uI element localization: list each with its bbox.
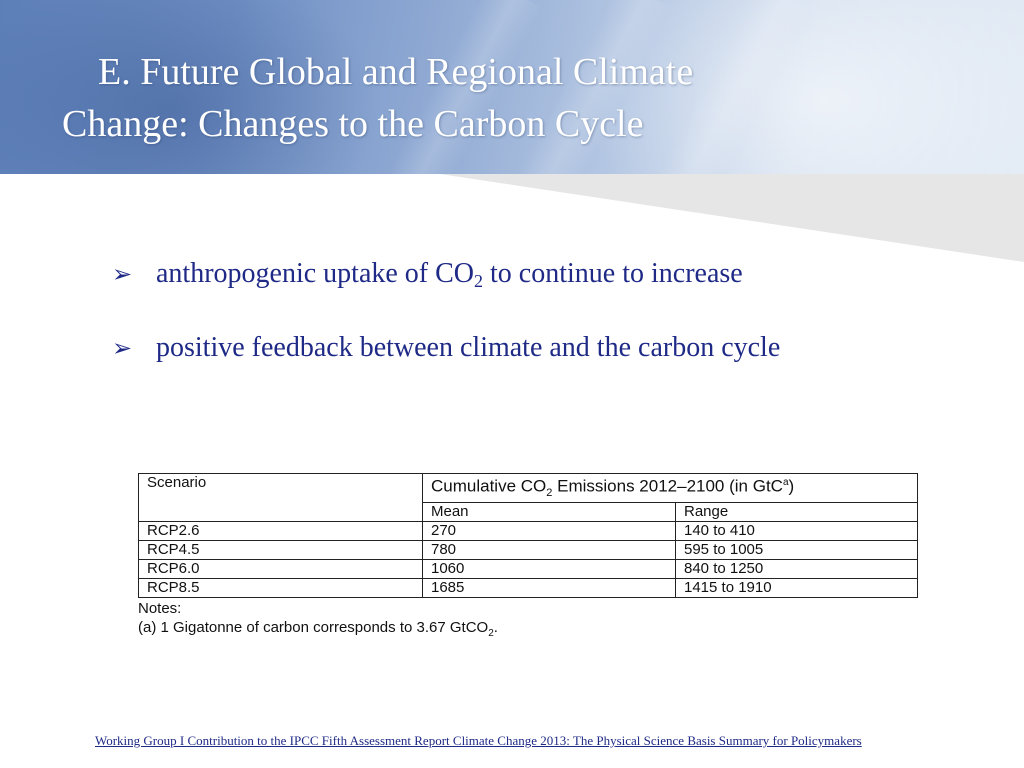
bullet-item: ➢ anthropogenic uptake of CO2 to continu… [112, 258, 972, 292]
table-row: RCP6.0 1060 840 to 1250 [138, 559, 918, 580]
table-notes: Notes: (a) 1 Gigatonne of carbon corresp… [138, 599, 918, 643]
emissions-table: Scenario Cumulative CO2 Emissions 2012–2… [138, 472, 918, 599]
mean-cell: 270 [422, 521, 676, 542]
mean-cell: 1060 [422, 559, 676, 580]
citation[interactable]: Working Group I Contribution to the IPCC… [95, 732, 885, 749]
slide-title-line2: Change: Changes to the Carbon Cycle [62, 103, 644, 145]
slide-title-line1: E. Future Global and Regional Climate [98, 51, 694, 93]
bullet-text: positive feedback between climate and th… [156, 332, 781, 363]
bullet-text: anthropogenic uptake of CO2 to continue … [156, 258, 743, 291]
table-subheader-row: Mean Range [139, 502, 918, 523]
scenario-header: Scenario [138, 472, 423, 523]
mean-cell: 780 [422, 540, 676, 561]
header-banner: E. Future Global and Regional Climate Ch… [0, 0, 1024, 174]
bullet-item: ➢ positive feedback between climate and … [112, 332, 972, 364]
gray-wedge-decoration [440, 174, 1024, 262]
mean-cell: 1685 [422, 578, 676, 599]
mean-header: Mean [422, 502, 676, 523]
note-a: (a) 1 Gigatonne of carbon corresponds to… [138, 619, 498, 640]
range-cell: 1415 to 1910 [675, 578, 918, 599]
range-cell: 840 to 1250 [675, 559, 918, 580]
citation-link[interactable]: Working Group I Contribution to the IPCC… [95, 733, 862, 748]
table-row: RCP2.6 270 140 to 410 [138, 521, 918, 542]
range-header: Range [675, 502, 918, 523]
arrowhead-bullet-icon: ➢ [112, 260, 133, 288]
table-header-row: Scenario Cumulative CO2 Emissions 2012–2… [138, 472, 918, 523]
scenario-cell: RCP6.0 [138, 559, 423, 580]
notes-label: Notes: [138, 600, 182, 618]
header-shade [0, 0, 380, 174]
scenario-cell: RCP2.6 [138, 521, 423, 542]
table-row: RCP8.5 1685 1415 to 1910 [138, 578, 918, 599]
arrowhead-bullet-icon: ➢ [112, 334, 133, 362]
table-row: RCP4.5 780 595 to 1005 [138, 540, 918, 561]
scenario-cell: RCP8.5 [138, 578, 423, 599]
emissions-table-figure: Scenario Cumulative CO2 Emissions 2012–2… [138, 472, 918, 643]
bullet-list: ➢ anthropogenic uptake of CO2 to continu… [112, 258, 972, 404]
slide-title: E. Future Global and Regional Climate Ch… [62, 46, 902, 150]
header-glow [564, 0, 1024, 174]
scenario-cell: RCP4.5 [138, 540, 423, 561]
range-cell: 595 to 1005 [675, 540, 918, 561]
emissions-header: Cumulative CO2 Emissions 2012–2100 (in G… [422, 472, 918, 504]
range-cell: 140 to 410 [675, 521, 918, 542]
